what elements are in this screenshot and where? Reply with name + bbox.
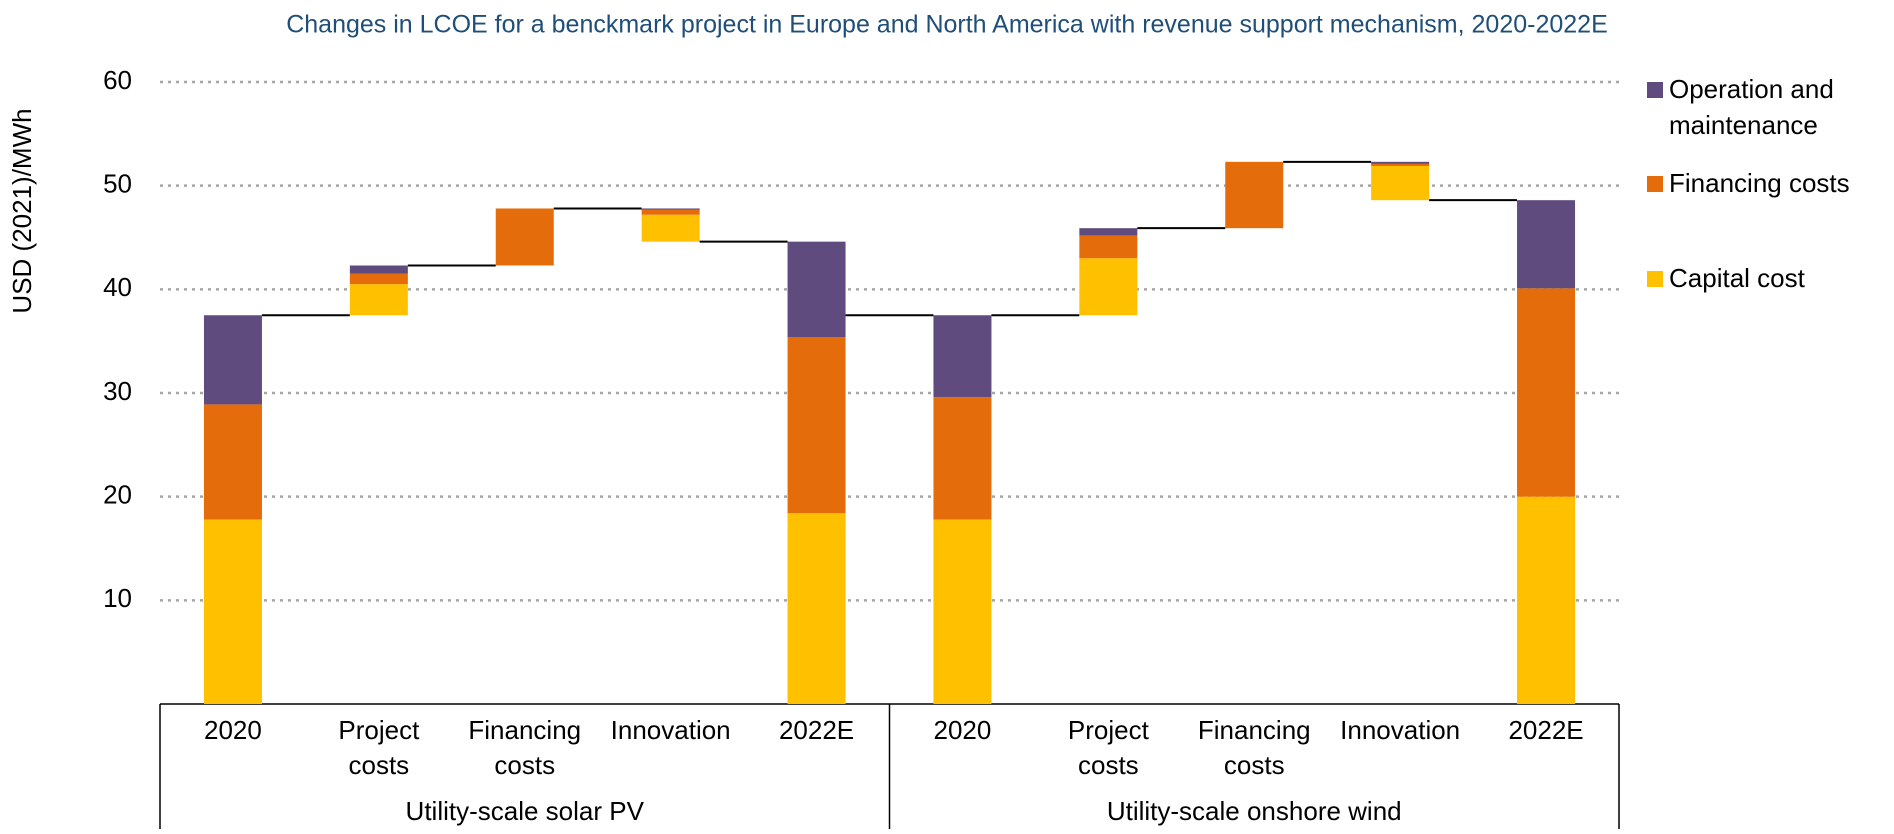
bar-segment <box>933 315 992 398</box>
legend-label: Capital cost <box>1669 263 1806 293</box>
x-tick-label: Project costs <box>1068 715 1150 780</box>
bar-segment <box>349 273 408 285</box>
x-tick-label: Financing costs <box>1198 715 1311 780</box>
group-label: Utility-scale onshore wind <box>1107 796 1402 826</box>
bar-segment <box>1371 165 1430 201</box>
bar-segment <box>1079 235 1138 259</box>
legend-swatch <box>1647 82 1663 98</box>
x-tick-label: Innovation <box>1340 715 1460 745</box>
bar-segment <box>933 519 992 704</box>
bar-segment <box>787 337 846 514</box>
bar-segment <box>1517 496 1576 704</box>
bar-segment <box>495 208 554 266</box>
x-tick-label: 2020 <box>204 715 262 745</box>
x-tick-label: 2022E <box>1508 715 1583 745</box>
bar-segment <box>1079 228 1138 236</box>
x-tick-label: Financing costs <box>468 715 581 780</box>
group-label: Utility-scale solar PV <box>406 796 645 826</box>
x-tick-label: Innovation <box>611 715 731 745</box>
y-axis-label: USD (2021)/MWh <box>7 108 37 313</box>
bar-segment <box>641 208 700 210</box>
bar-segment <box>1225 161 1284 229</box>
bar-segment <box>641 214 700 242</box>
x-tick-label: 2022E <box>779 715 854 745</box>
chart-title: Changes in LCOE for a benckmark project … <box>286 11 1608 39</box>
bar-segment <box>349 284 408 316</box>
bar-segment <box>203 519 262 704</box>
bar-segment <box>787 241 846 338</box>
x-tick-label: 2020 <box>934 715 992 745</box>
y-tick-label: 30 <box>103 376 132 406</box>
y-tick-label: 20 <box>103 480 132 510</box>
bar-segment <box>641 209 700 215</box>
bar-segment <box>1517 200 1576 289</box>
bar-segment <box>1517 288 1576 497</box>
bar-segment <box>1371 161 1430 164</box>
bar-segment <box>203 404 262 520</box>
legend-swatch <box>1647 271 1663 287</box>
bar-segment <box>349 265 408 274</box>
bar-segment <box>203 315 262 405</box>
y-tick-label: 10 <box>103 583 132 613</box>
legend-label: Financing costs <box>1669 168 1850 198</box>
legend-label: Operation and maintenance <box>1669 74 1834 140</box>
y-tick-label: 60 <box>103 65 132 95</box>
bar-segment <box>1371 163 1430 166</box>
bar-segment <box>787 513 846 704</box>
y-tick-label: 50 <box>103 169 132 199</box>
bar-segment <box>1079 258 1138 316</box>
x-tick-label: Project costs <box>338 715 420 780</box>
bar-segment <box>933 397 992 520</box>
y-tick-label: 40 <box>103 272 132 302</box>
legend-swatch <box>1647 176 1663 192</box>
